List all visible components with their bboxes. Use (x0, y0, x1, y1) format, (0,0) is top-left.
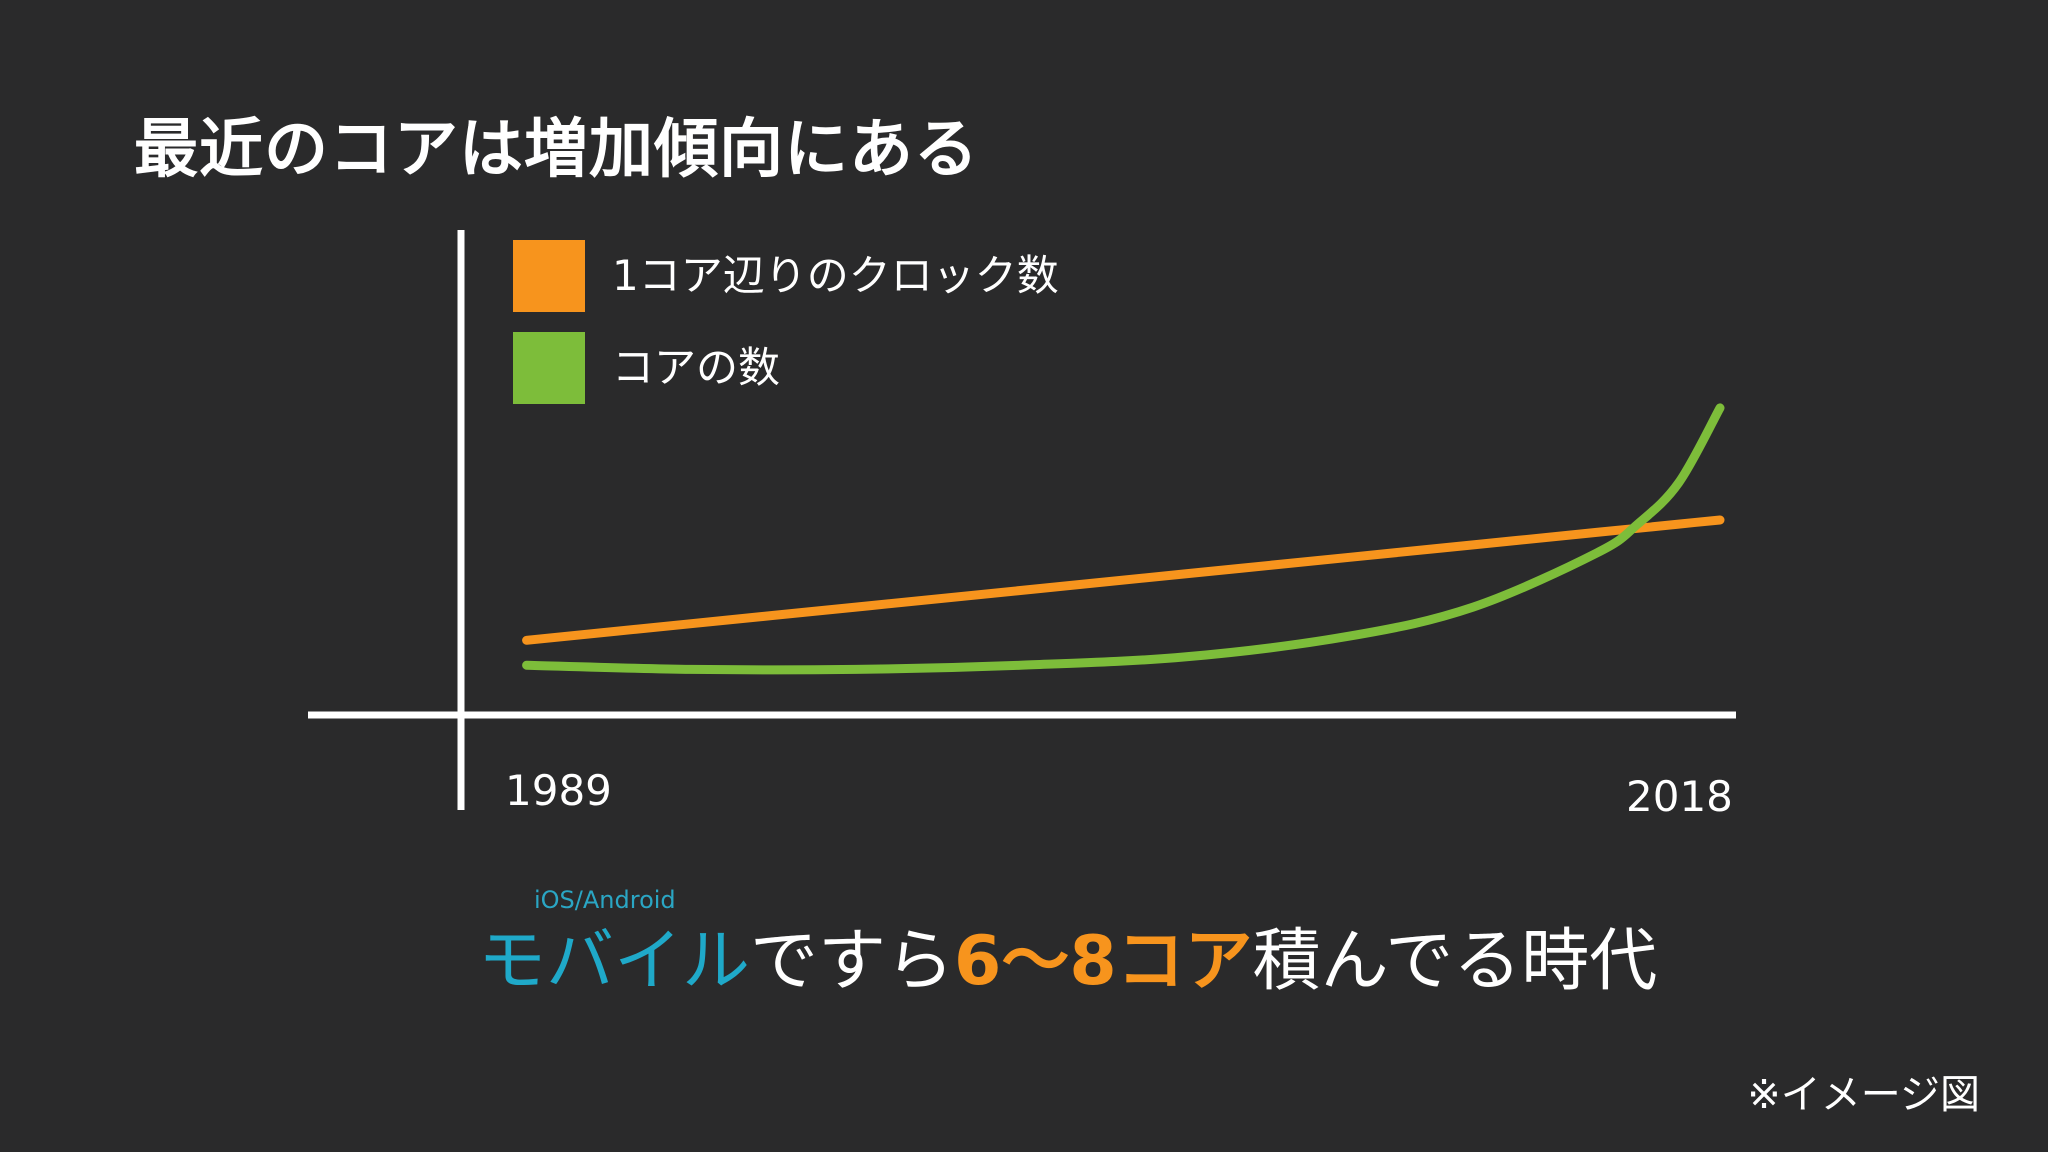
legend-swatch-cores (513, 332, 585, 404)
legend-swatch-clock (513, 240, 585, 312)
caption-mobile: モバイル (478, 922, 751, 1001)
image-note: ※イメージ図 (1747, 1072, 1980, 1118)
series-line-1 (522, 403, 1725, 675)
slide-title: 最近のコアは増加傾向にある (134, 113, 979, 187)
x-tick-label-end: 2018 (1626, 772, 1733, 821)
caption-ruby: iOS/Android (534, 886, 676, 914)
caption-end: 積んでる時代 (1252, 922, 1658, 1001)
caption: モバイルですら6〜8コア積んでる時代 (478, 912, 1657, 1012)
caption-mid: ですら (750, 922, 955, 1001)
legend-label-clock: 1コア辺りのクロック数 (612, 251, 1059, 300)
caption-cores: 6〜8コア (954, 922, 1253, 1001)
legend-label-cores: コアの数 (612, 343, 781, 392)
x-tick-label-start: 1989 (505, 766, 612, 815)
